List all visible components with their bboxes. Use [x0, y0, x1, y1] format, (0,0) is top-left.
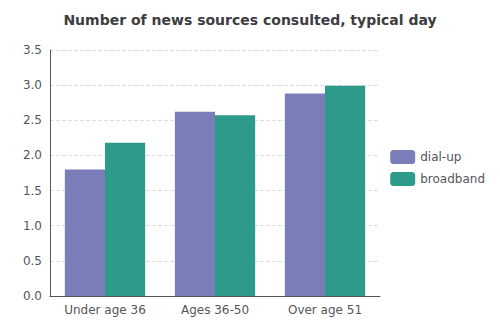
- svg-text:2.0: 2.0: [23, 148, 42, 162]
- svg-text:Over age 51: Over age 51: [288, 303, 362, 317]
- svg-text:Ages 36-50: Ages 36-50: [181, 303, 249, 317]
- svg-text:3.0: 3.0: [23, 78, 42, 92]
- svg-text:broadband: broadband: [420, 172, 485, 186]
- svg-text:1.5: 1.5: [23, 184, 42, 198]
- svg-text:Number of news sources consult: Number of news sources consulted, typica…: [63, 12, 436, 28]
- svg-text:2.5: 2.5: [23, 113, 42, 127]
- svg-text:Under age 36: Under age 36: [64, 303, 146, 317]
- svg-text:dial-up: dial-up: [420, 150, 461, 164]
- svg-text:1.0: 1.0: [23, 219, 42, 233]
- svg-text:0.5: 0.5: [23, 254, 42, 268]
- svg-text:3.5: 3.5: [23, 43, 42, 57]
- svg-text:0.0: 0.0: [23, 289, 42, 303]
